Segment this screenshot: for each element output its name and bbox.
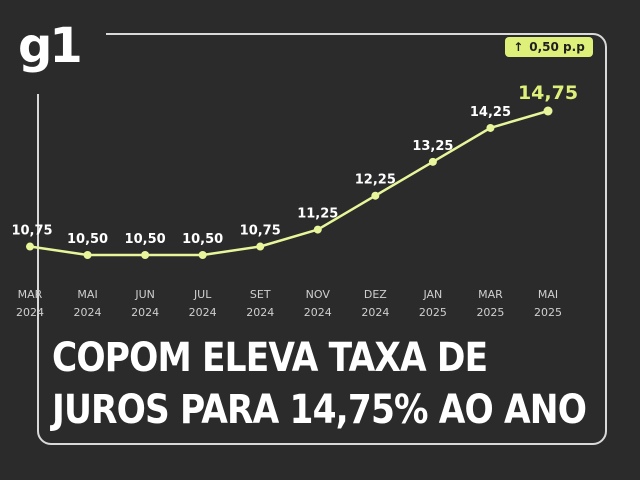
x-tick-year: 2024 <box>74 306 102 319</box>
data-label: 14,25 <box>470 105 511 120</box>
x-tick-year: 2025 <box>476 306 504 319</box>
data-point <box>313 225 322 234</box>
data-label: 10,75 <box>11 224 52 239</box>
headline: COPOM ELEVA TAXA DE JUROS PARA 14,75% AO… <box>52 332 587 436</box>
x-tick-year: 2024 <box>131 306 159 319</box>
x-tick-year: 2025 <box>419 306 447 319</box>
data-label: 13,25 <box>412 139 453 154</box>
arrow-up-icon: ↑ <box>513 40 524 54</box>
series-line <box>29 109 549 257</box>
data-label: 10,50 <box>182 232 223 247</box>
data-label: 10,50 <box>67 232 108 247</box>
headline-line-1: COPOM ELEVA TAXA DE <box>52 335 488 381</box>
x-tick-month: DEZ <box>364 288 387 301</box>
data-label: 14,75 <box>518 82 578 104</box>
g1-logo: g1 <box>18 18 83 74</box>
data-point <box>198 251 207 259</box>
data-point <box>83 251 92 259</box>
x-tick-month: MAI <box>538 288 558 301</box>
card-frame <box>37 33 607 445</box>
data-point <box>256 242 265 251</box>
data-point <box>141 251 150 259</box>
headline-line-2: JUROS PARA 14,75% AO ANO <box>52 387 587 433</box>
x-tick-year: 2024 <box>246 306 274 319</box>
x-tick-year: 2025 <box>534 306 562 319</box>
x-tick-month: JUN <box>134 288 155 301</box>
x-tick-month: MAI <box>77 288 97 301</box>
x-tick-month: MAR <box>478 288 503 301</box>
data-label: 10,75 <box>240 224 281 239</box>
x-tick-month: JUL <box>193 288 212 301</box>
data-label: 11,25 <box>297 207 338 222</box>
data-point <box>428 157 437 166</box>
frame-gap <box>20 24 106 94</box>
data-label: 10,50 <box>125 232 166 247</box>
x-tick-year: 2024 <box>361 306 389 319</box>
x-tick-year: 2024 <box>189 306 217 319</box>
x-tick-year: 2024 <box>16 306 44 319</box>
data-point <box>486 123 495 132</box>
data-point <box>371 191 380 200</box>
data-label: 12,25 <box>355 173 396 188</box>
change-badge-text: 0,50 p.p <box>529 40 585 54</box>
data-point <box>26 242 34 251</box>
x-tick-month: MAR <box>18 288 43 301</box>
data-point <box>543 106 553 116</box>
x-tick-month: NOV <box>306 288 331 301</box>
x-tick-month: SET <box>250 288 271 301</box>
change-badge: ↑ 0,50 p.p <box>505 37 593 57</box>
x-tick-year: 2024 <box>304 306 332 319</box>
x-tick-month: JAN <box>422 288 442 301</box>
